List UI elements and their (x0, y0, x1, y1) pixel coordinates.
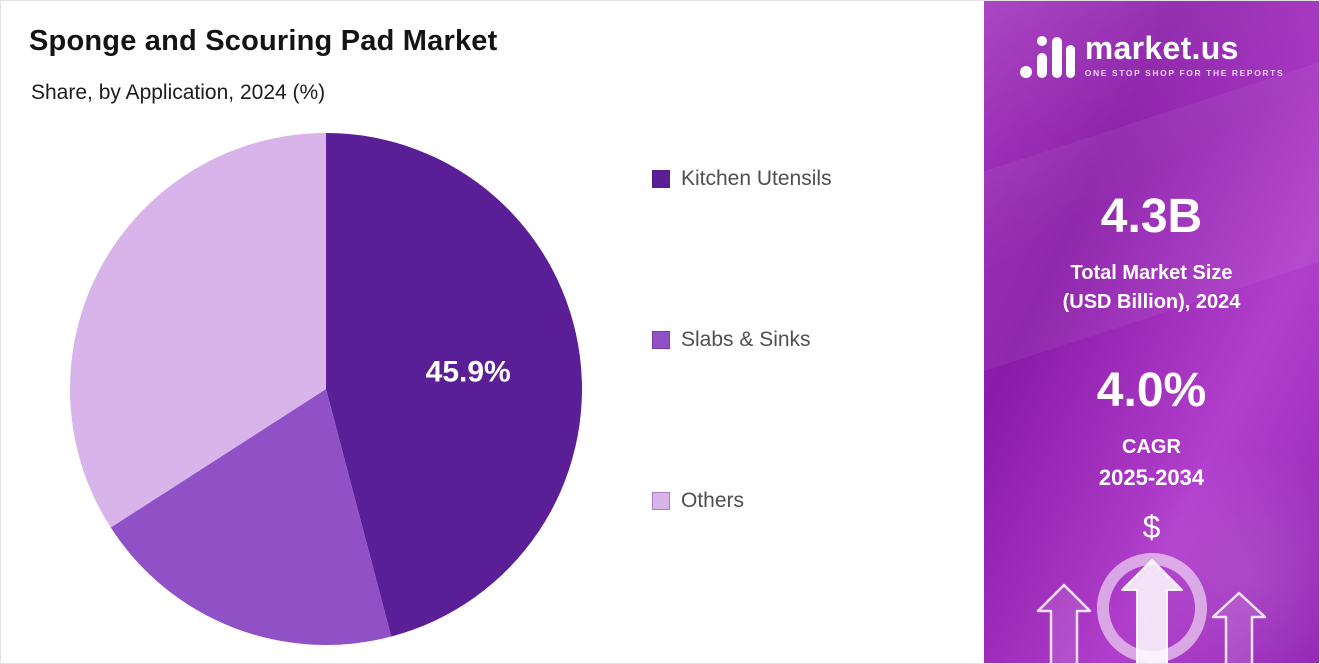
growth-arrow-center (1121, 559, 1183, 663)
brand-logo: market.us ONE STOP SHOP FOR THE REPORTS (984, 31, 1319, 79)
legend-label: Kitchen Utensils (681, 167, 832, 190)
total-market-size-label-line2: (USD Billion), 2024 (1062, 291, 1241, 313)
brand-text-block: market.us ONE STOP SHOP FOR THE REPORTS (1085, 32, 1284, 78)
legend-swatch (652, 492, 670, 510)
pie-chart: 45.9% (69, 133, 582, 645)
legend-label: Slabs & Sinks (681, 328, 811, 351)
growth-arrows-icon (1036, 559, 1267, 663)
pie-chart-container: 45.9% (66, 129, 586, 649)
total-market-size-value: 4.3B (1100, 190, 1203, 243)
legend-item-slabs-sinks: Slabs & Sinks (652, 328, 832, 352)
chart-title: Sponge and Scouring Pad Market (29, 25, 498, 57)
pie-slice-slabs-sinks (110, 389, 392, 645)
legend-item-others: Others (652, 489, 832, 513)
cagr-label-line1: CAGR (1122, 436, 1181, 458)
brand-name: market.us (1084, 30, 1239, 66)
chart-legend: Kitchen Utensils Slabs & Sinks Others (652, 167, 832, 513)
chart-subtitle: Share, by Application, 2024 (%) (31, 81, 326, 104)
pie-data-label: 45.9% (426, 356, 511, 389)
brand-tagline: ONE STOP SHOP FOR THE REPORTS (1084, 68, 1285, 78)
growth-arrow-right (1211, 591, 1267, 663)
cagr-label: CAGR 2025-2034 (984, 433, 1319, 494)
total-market-size-label: Total Market Size (USD Billion), 2024 (984, 259, 1319, 317)
total-market-size-label-line1: Total Market Size (1070, 262, 1233, 284)
promo-panel: market.us ONE STOP SHOP FOR THE REPORTS … (984, 1, 1319, 663)
legend-swatch (652, 170, 670, 188)
legend-swatch (652, 331, 670, 349)
legend-item-kitchen-utensils: Kitchen Utensils (652, 167, 832, 191)
pie-slice-kitchen-utensils (326, 133, 582, 637)
legend-label: Others (681, 489, 745, 512)
growth-arrow-left (1036, 583, 1092, 663)
cagr-value: 4.0% (1096, 364, 1207, 417)
cagr-label-line2: 2025-2034 (1098, 465, 1205, 490)
marketus-logo-icon (1019, 36, 1075, 78)
pie-slice-others (69, 133, 326, 528)
dollar-icon: $ (1142, 509, 1161, 545)
